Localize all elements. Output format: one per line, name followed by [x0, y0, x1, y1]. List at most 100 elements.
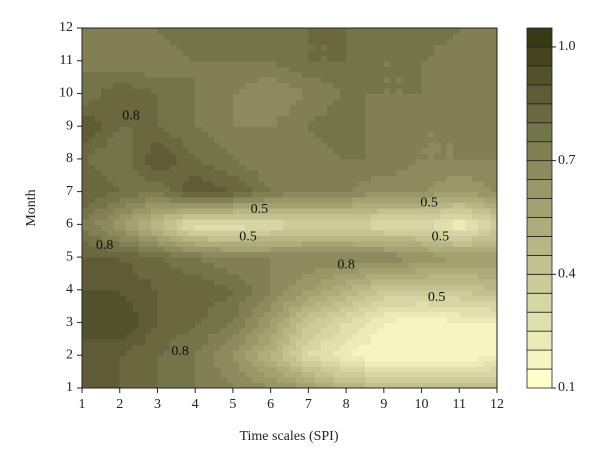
contour-cell	[245, 55, 253, 62]
contour-cell	[421, 218, 429, 225]
contour-cell	[295, 126, 303, 133]
contour-cell	[490, 82, 498, 89]
contour-cell	[232, 77, 240, 84]
contour-cell	[383, 344, 391, 351]
contour-cell	[358, 377, 366, 384]
contour-cell	[220, 246, 228, 253]
contour-cell	[94, 142, 102, 149]
contour-cell	[465, 235, 473, 242]
contour-label: 0.5	[432, 230, 450, 245]
contour-cell	[214, 186, 221, 193]
contour-cell	[434, 175, 442, 182]
contour-cell	[258, 333, 265, 340]
contour-cell	[415, 333, 423, 340]
contour-cell	[421, 38, 429, 45]
contour-cell	[138, 169, 146, 176]
contour-cell	[339, 98, 347, 105]
contour-cell	[415, 284, 423, 291]
contour-cell	[138, 28, 146, 35]
contour-cell	[188, 240, 196, 247]
contour-cell	[138, 300, 146, 307]
contour-cell	[490, 289, 498, 296]
contour-cell	[452, 355, 460, 362]
contour-cell	[465, 333, 473, 340]
contour-cell	[138, 33, 146, 40]
contour-cell	[484, 317, 492, 324]
contour-cell	[302, 229, 309, 236]
contour-cell	[346, 164, 353, 171]
contour-cell	[163, 366, 171, 373]
contour-cell	[207, 262, 215, 269]
contour-cell	[220, 317, 228, 324]
contour-cell	[82, 322, 89, 329]
contour-cell	[459, 60, 467, 67]
contour-cell	[88, 355, 96, 362]
contour-cell	[138, 60, 146, 67]
contour-cell	[113, 169, 121, 176]
contour-cell	[459, 126, 467, 133]
contour-cell	[484, 88, 492, 95]
contour-cell	[352, 169, 360, 176]
contour-cell	[440, 120, 448, 127]
contour-cell	[232, 197, 240, 204]
contour-cell	[226, 300, 234, 307]
contour-cell	[258, 273, 265, 280]
contour-cell	[132, 202, 140, 209]
contour-cell	[119, 322, 127, 329]
contour-cell	[295, 382, 303, 389]
contour-cell	[295, 93, 303, 100]
contour-cell	[402, 153, 410, 160]
contour-cell	[302, 77, 309, 84]
contour-cell	[465, 33, 473, 40]
contour-cell	[490, 366, 498, 373]
contour-cell	[195, 213, 203, 220]
contour-cell	[390, 126, 397, 133]
contour-cell	[471, 120, 479, 127]
contour-cell	[207, 328, 215, 335]
contour-cell	[415, 153, 423, 160]
contour-cell	[82, 55, 89, 62]
contour-cell	[484, 33, 492, 40]
contour-cell	[151, 273, 159, 280]
contour-cell	[176, 191, 184, 198]
contour-cell	[452, 382, 460, 389]
contour-cell	[138, 71, 146, 78]
contour-cell	[452, 344, 460, 351]
contour-cell	[390, 82, 397, 89]
contour-cell	[471, 213, 479, 220]
contour-cell	[176, 142, 184, 149]
contour-cell	[195, 93, 203, 100]
contour-cell	[434, 93, 442, 100]
contour-cell	[308, 295, 316, 302]
contour-cell	[490, 109, 498, 116]
contour-cell	[352, 158, 360, 165]
contour-cell	[371, 175, 379, 182]
contour-cell	[320, 224, 328, 231]
contour-cell	[302, 262, 309, 269]
contour-cell	[478, 71, 486, 78]
contour-cell	[126, 235, 133, 242]
contour-cell	[170, 289, 177, 296]
contour-cell	[484, 229, 492, 236]
contour-cell	[427, 382, 435, 389]
contour-cell	[421, 289, 429, 296]
contour-cell	[402, 33, 410, 40]
contour-cell	[302, 278, 309, 285]
contour-cell	[427, 60, 435, 67]
contour-cell	[352, 93, 360, 100]
contour-cell	[339, 131, 347, 138]
contour-cell	[94, 175, 102, 182]
contour-cell	[471, 246, 479, 253]
contour-cell	[471, 71, 479, 78]
contour-cell	[214, 131, 221, 138]
contour-cell	[170, 338, 177, 345]
contour-cell	[465, 49, 473, 56]
contour-cell	[402, 322, 410, 329]
contour-cell	[490, 120, 498, 127]
contour-cell	[207, 355, 215, 362]
contour-cell	[446, 202, 454, 209]
contour-cell	[264, 382, 272, 389]
contour-cell	[151, 284, 159, 291]
contour-cell	[289, 338, 297, 345]
contour-cell	[138, 257, 146, 264]
